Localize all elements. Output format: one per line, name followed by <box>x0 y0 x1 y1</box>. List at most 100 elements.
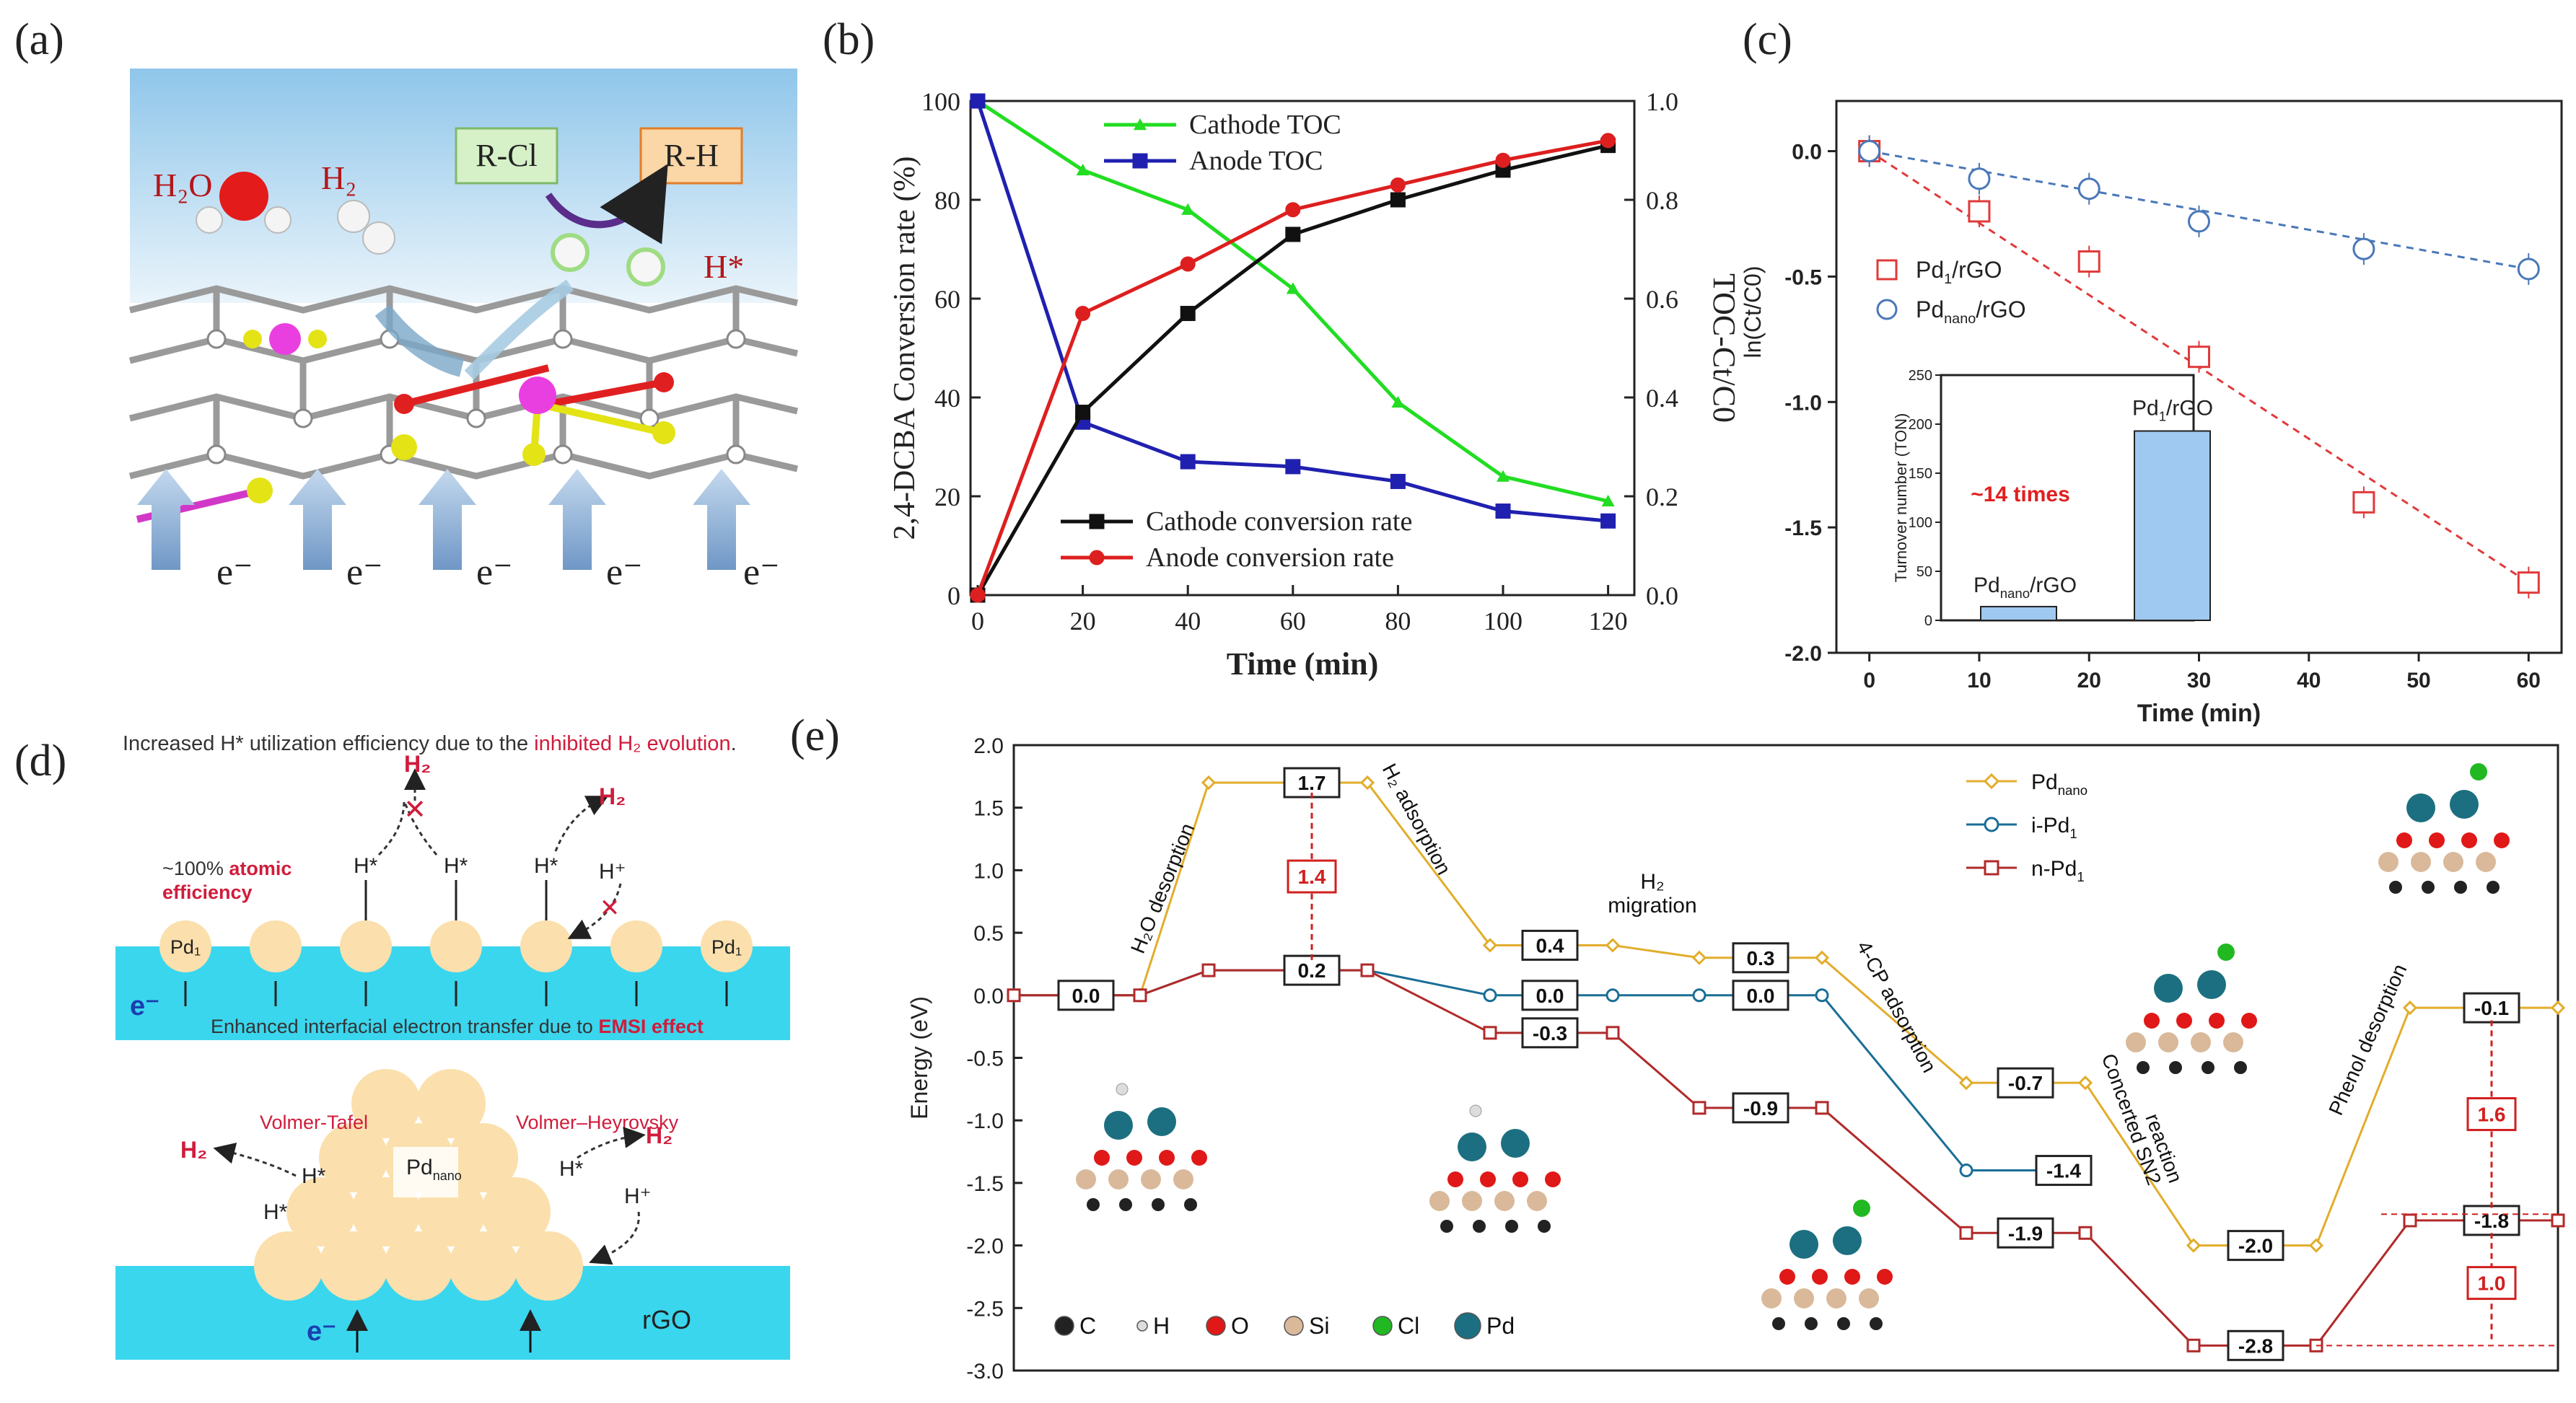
legend-marker-b <box>1134 118 1147 131</box>
hstar-bot-2: H* <box>263 1200 288 1224</box>
y-axis-title-e: Energy (eV) <box>906 996 932 1120</box>
atom-o <box>2144 1013 2160 1029</box>
data-point-b <box>970 93 986 109</box>
value-box-label-e: -1.8 <box>2474 1210 2509 1232</box>
barrier-label-e: 1.6 <box>2478 1104 2506 1126</box>
h2-top-2: H₂ <box>599 783 626 809</box>
pd1-label-left: Pd₁ <box>170 936 201 958</box>
data-point-b <box>1180 306 1196 322</box>
energy-node-e <box>1815 988 1829 1003</box>
y-tick-label-e: -0.5 <box>966 1047 1004 1071</box>
atom-legend-marker-e <box>1206 1316 1226 1336</box>
value-box-label-e: -1.9 <box>2008 1222 2043 1244</box>
hstar-bonds <box>184 880 728 1006</box>
inset-annotation: ~14 times <box>1971 483 2070 506</box>
data-point-b <box>1075 306 1091 322</box>
value-box-label-e: -1.4 <box>2046 1160 2082 1182</box>
hstar-top-2: H* <box>444 854 468 878</box>
energy-node-e <box>2078 1226 2093 1240</box>
data-point-b <box>970 587 986 603</box>
value-box-e <box>1521 980 1579 1011</box>
legend-label-b: Anode conversion rate <box>1146 542 1394 573</box>
atom-c <box>2234 1061 2247 1074</box>
tafel-arrow <box>213 1143 297 1177</box>
atom-o <box>2176 1013 2192 1029</box>
hstar-top-3: H* <box>534 854 558 878</box>
x-tick-label-b: 100 <box>1484 607 1523 635</box>
atom-c <box>1440 1220 1453 1233</box>
atom-pd <box>2197 970 2226 999</box>
atom-c <box>1119 1198 1132 1211</box>
value-box-e <box>2463 992 2520 1024</box>
electron-label-4: e⁻ <box>606 552 643 593</box>
legend-marker-c <box>1876 299 1898 320</box>
h2-molecule <box>337 200 395 255</box>
hstar-label: H* <box>704 248 744 285</box>
x-tick-label-b: 80 <box>1385 607 1411 635</box>
atom-pd <box>2154 974 2183 1003</box>
graphene-lattice <box>128 285 799 480</box>
data-point-c <box>2517 258 2540 281</box>
atom-o <box>2429 832 2445 848</box>
structure-model-e <box>1761 1200 1893 1330</box>
legend-label-b: Cathode conversion rate <box>1146 506 1412 537</box>
legend-marker-b <box>1089 514 1105 529</box>
interface-caption: Enhanced interfacial electron transfer d… <box>211 1016 704 1037</box>
atomic-efficiency-line1: ~100% atomic <box>162 858 292 879</box>
hplus-top: H⁺ <box>599 860 626 884</box>
atom-si <box>1494 1191 1515 1211</box>
atom-o <box>1545 1171 1561 1187</box>
atom-si <box>2191 1032 2211 1052</box>
atom-si <box>2476 852 2496 872</box>
plot-frame-b <box>969 100 1636 597</box>
legend-marker-b <box>1089 550 1105 566</box>
energy-node-e <box>1483 988 1497 1003</box>
value-box-e <box>1732 1092 1789 1124</box>
energy-node-e <box>1692 988 1707 1003</box>
atom-si <box>2126 1032 2146 1052</box>
data-point-b <box>1390 473 1406 489</box>
electron-top: e⁻ <box>130 991 159 1021</box>
h2-top-1: H₂ <box>404 751 431 777</box>
atom-legend-label-e: C <box>1079 1313 1096 1339</box>
h2-bot-1: H₂ <box>180 1137 207 1163</box>
atom-c <box>1772 1317 1785 1330</box>
panel-label-b: (b) <box>823 15 875 64</box>
y-tick-label-b: 60 <box>934 285 960 314</box>
data-point-b <box>1075 405 1091 421</box>
value-box-label-e: 0.0 <box>1072 985 1100 1007</box>
y-tick-label-b: 40 <box>934 384 960 413</box>
value-box-e <box>1283 767 1341 799</box>
inset-bar <box>1980 605 2057 622</box>
value-box-label-e: 0.3 <box>1747 947 1775 969</box>
energy-node-e <box>1959 1164 1973 1178</box>
data-point-c <box>2352 237 2375 260</box>
rcl-box <box>455 127 558 185</box>
inset-bar-label: Pdnano/rGO <box>1973 573 2077 601</box>
atom-c <box>2389 881 2402 894</box>
y-tick-label-c: -1.5 <box>1784 516 1822 540</box>
atom-pd <box>1501 1129 1530 1158</box>
x-tick-label-c: 30 <box>2187 669 2211 692</box>
value-box-label-e: -0.3 <box>1533 1022 1567 1044</box>
y2-tick-label-b: 0.6 <box>1646 285 1678 314</box>
data-point-b <box>1600 513 1616 529</box>
atom-legend-label-e: Pd <box>1486 1313 1515 1339</box>
atomic-efficiency-line2: efficiency <box>162 881 253 903</box>
atom-o <box>1779 1269 1795 1285</box>
data-point-c <box>2352 491 2375 514</box>
rcl-label: R-Cl <box>476 138 538 173</box>
value-box-label-e: -2.0 <box>2238 1235 2273 1257</box>
panel-c: (c) 0 10 20 30 40 50 60 0.0 -0.5 -1.0 -1.5 -2.0 Time… <box>1740 15 2563 727</box>
data-point-b <box>1180 256 1196 272</box>
x-tick-label-c: 10 <box>1967 669 1991 692</box>
value-box-label-e: 0.4 <box>1536 934 1564 956</box>
value-box-label-e: -2.8 <box>2238 1334 2273 1357</box>
y-tick-label-c: -2.0 <box>1784 642 1822 666</box>
atom-si <box>1076 1169 1096 1189</box>
volmer-heyrovsky-label: Volmer–Heyrovsky <box>516 1112 679 1133</box>
energy-node-e <box>1360 963 1375 977</box>
h2-label: H₂ <box>321 159 356 196</box>
hplus-bot: H⁺ <box>624 1184 652 1208</box>
